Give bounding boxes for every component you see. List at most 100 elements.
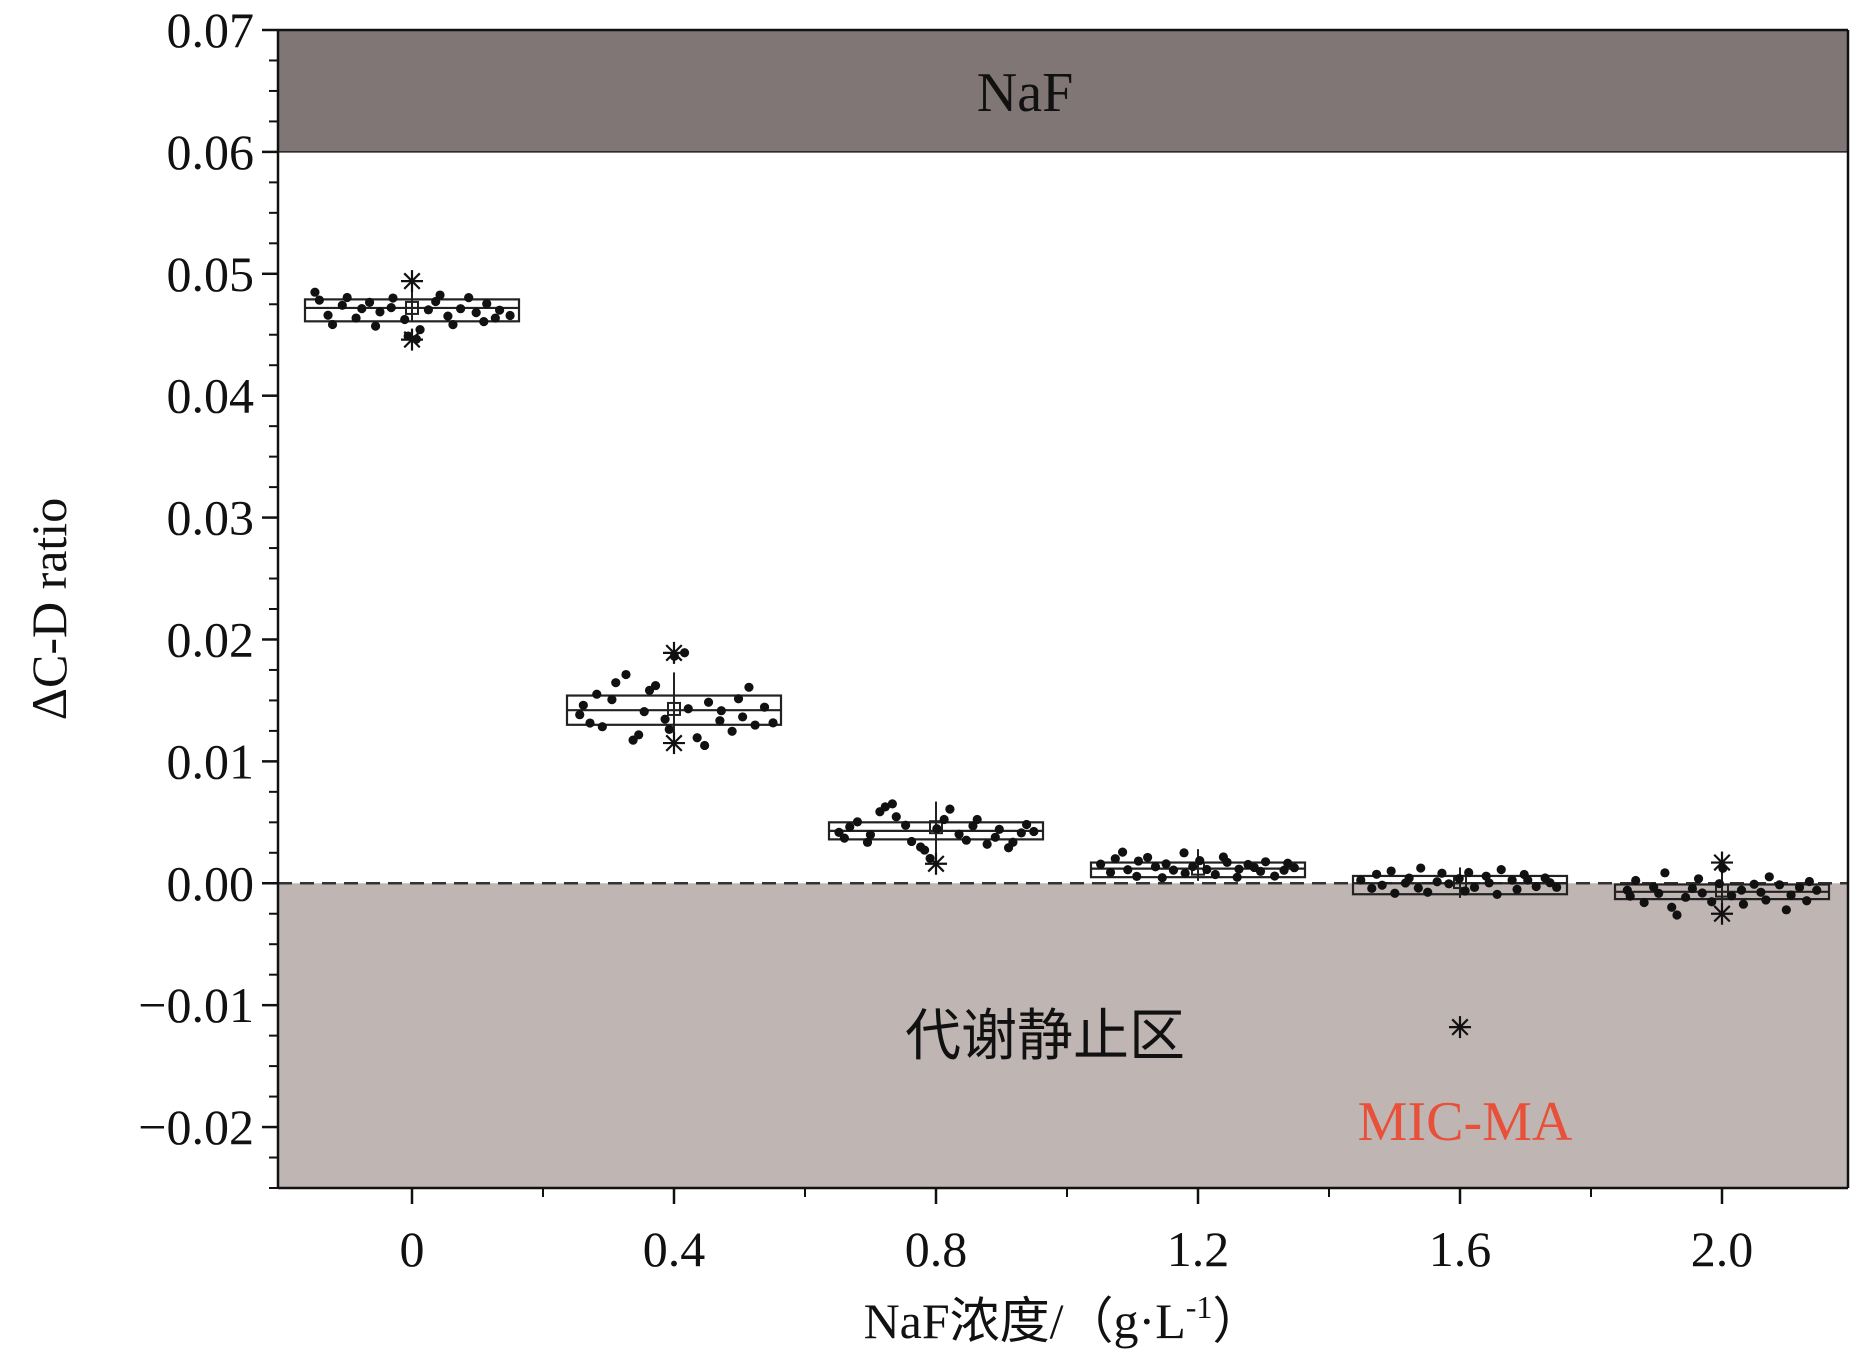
outlier-marker (1711, 851, 1733, 874)
data-point (1021, 819, 1032, 830)
data-point (431, 296, 441, 307)
box-2.0 (1613, 851, 1831, 925)
data-point (1105, 867, 1116, 878)
data-point (1707, 897, 1717, 907)
data-point (1180, 868, 1190, 878)
data-point (660, 714, 670, 724)
y-tick-label: 0.05 (167, 246, 255, 302)
data-point (1261, 857, 1271, 867)
data-point (703, 697, 714, 707)
data-point (1749, 879, 1759, 889)
y-tick-label: 0.03 (167, 490, 255, 546)
data-point (1492, 889, 1502, 899)
box-1.6 (1351, 863, 1569, 1039)
data-point (1168, 865, 1179, 875)
x-tick-label: 2.0 (1691, 1221, 1754, 1277)
metabolic-stasis-region (278, 883, 1848, 1188)
box-0 (303, 270, 521, 351)
data-point (443, 311, 453, 321)
x-tick-label: 1.2 (1167, 1221, 1230, 1277)
outlier-marker (1711, 902, 1733, 925)
data-point (1512, 884, 1522, 895)
data-point (1222, 857, 1232, 867)
data-point (1132, 871, 1142, 881)
outlier-stroke (403, 272, 421, 290)
data-point (1437, 868, 1447, 878)
data-point (1761, 895, 1771, 905)
data-point (939, 814, 949, 825)
data-point (750, 720, 760, 730)
box-series (303, 270, 1831, 1039)
data-point (435, 290, 445, 300)
outlier-stroke (1713, 905, 1731, 923)
data-point (650, 680, 661, 691)
data-point (1016, 828, 1026, 838)
data-point (880, 802, 890, 812)
data-point (607, 695, 617, 705)
data-point (862, 837, 873, 847)
outlier-stroke (665, 644, 683, 662)
mic-ma-label: MIC-MA (1358, 1091, 1573, 1153)
outlier-marker (663, 732, 685, 755)
box-0.8 (827, 799, 1045, 875)
data-point (1738, 899, 1749, 909)
data-point (1110, 854, 1120, 864)
y-tick-label: 0.02 (167, 611, 255, 667)
data-point (901, 820, 911, 830)
data-point (1736, 885, 1747, 895)
data-point (1143, 852, 1153, 863)
y-tick-label: 0.01 (167, 733, 255, 789)
outlier-marker (401, 328, 423, 351)
data-point (1667, 902, 1677, 912)
y-tick-label: −0.01 (138, 977, 254, 1033)
data-point (1469, 882, 1480, 892)
data-point (1008, 837, 1018, 847)
data-point (370, 321, 381, 331)
outlier-stroke (1451, 1018, 1469, 1036)
data-point (945, 804, 955, 814)
data-point (954, 829, 964, 839)
data-point (1804, 876, 1814, 887)
data-point (907, 836, 917, 847)
data-point (310, 287, 320, 297)
data-point (1133, 856, 1144, 866)
x-axis-title-main: NaF浓度/（g·L (864, 1293, 1186, 1349)
data-point (494, 305, 505, 315)
data-point (621, 669, 631, 680)
data-point (932, 824, 942, 834)
data-point (839, 833, 849, 843)
data-point (1432, 877, 1442, 887)
data-point (1188, 861, 1198, 872)
data-point (865, 830, 876, 840)
data-point (375, 307, 385, 317)
data-point (891, 812, 901, 822)
data-point (388, 293, 398, 303)
data-point (327, 319, 338, 330)
data-point (639, 707, 649, 717)
data-point (700, 740, 710, 751)
data-point (1413, 883, 1423, 893)
data-point (1270, 871, 1280, 881)
data-point (337, 300, 347, 310)
data-point (1367, 883, 1377, 894)
data-point (1279, 865, 1289, 875)
data-point (415, 325, 425, 335)
data-point (1660, 868, 1670, 878)
box-0.4 (565, 641, 783, 755)
data-point (1157, 873, 1167, 883)
data-point (351, 313, 361, 323)
data-point (1786, 890, 1796, 900)
data-point (423, 305, 433, 315)
chart-labels: NaF 代谢静止区 MIC-MA ΔC-D ratio NaF浓度/（g·L-1… (21, 62, 1573, 1349)
data-point (456, 304, 466, 314)
data-point (464, 293, 474, 303)
data-point (1372, 869, 1382, 879)
data-point (1812, 885, 1822, 895)
data-point (744, 682, 754, 692)
mean-marker (667, 701, 681, 716)
data-point (1697, 888, 1707, 898)
x-tick-label: 0 (400, 1221, 425, 1277)
data-point (611, 678, 621, 688)
data-point (1202, 864, 1212, 875)
